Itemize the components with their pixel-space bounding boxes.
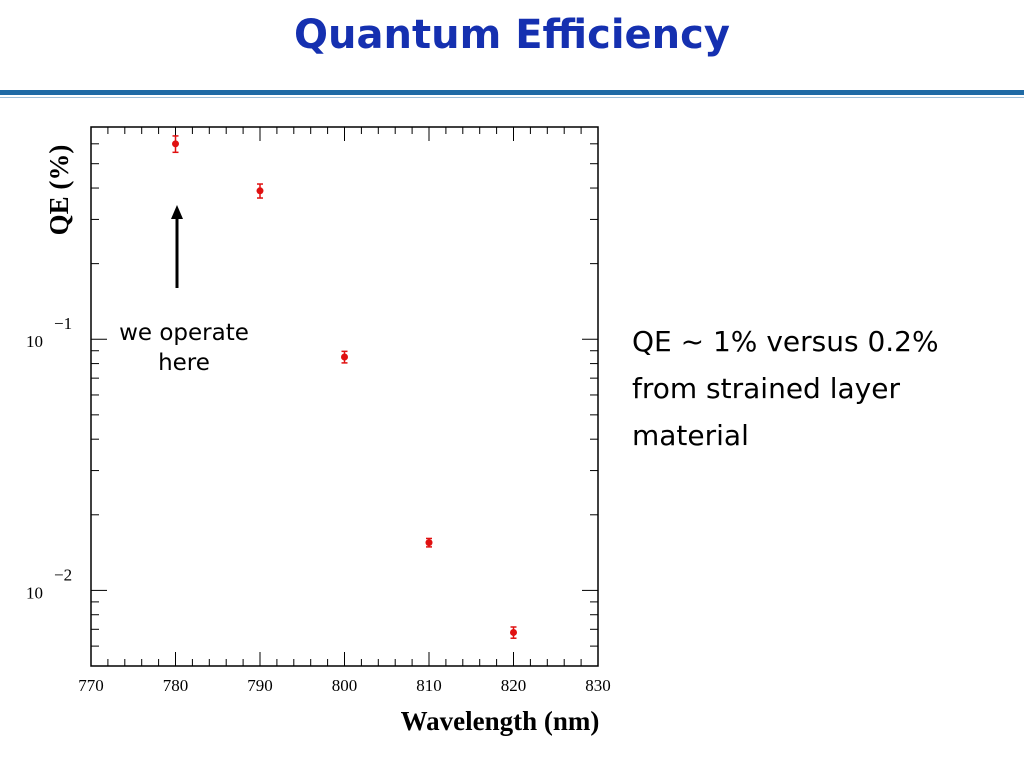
data-point	[510, 628, 517, 636]
y-tick-exponent: −1	[54, 314, 72, 333]
x-tick-label: 770	[78, 676, 104, 695]
x-tick-label: 830	[585, 676, 611, 695]
y-axis-label: QE (%)	[44, 145, 74, 236]
data-points	[172, 135, 517, 639]
y-tick-label: 10	[26, 332, 43, 351]
data-point	[341, 353, 348, 361]
title-underline-shadow	[0, 97, 1024, 98]
x-tick-label: 810	[416, 676, 442, 695]
x-tick-label: 820	[501, 676, 527, 695]
x-tick-label: 790	[247, 676, 273, 695]
y-tick-label: 10	[26, 583, 43, 602]
title-underline	[0, 90, 1024, 95]
data-point	[256, 187, 264, 195]
annotation-arrowhead	[171, 205, 183, 219]
x-axis-ticks: 770 780 790 800 810 820 830	[78, 127, 611, 695]
x-tick-label: 780	[163, 676, 189, 695]
annotation-we-operate-here: we operate here	[119, 320, 249, 376]
x-tick-label: 800	[332, 676, 358, 695]
y-tick-exponent: −2	[54, 565, 72, 584]
data-point	[172, 140, 179, 148]
plot-frame	[90, 126, 599, 667]
y-axis-ticks: 10 −1 10 −2	[26, 143, 598, 667]
x-axis-label: Wavelength (nm)	[401, 706, 600, 736]
data-point	[425, 539, 433, 547]
slide-title: Quantum Efficiency	[294, 12, 730, 58]
side-note: QE ~ 1% versus 0.2% from strained layer …	[632, 325, 939, 452]
